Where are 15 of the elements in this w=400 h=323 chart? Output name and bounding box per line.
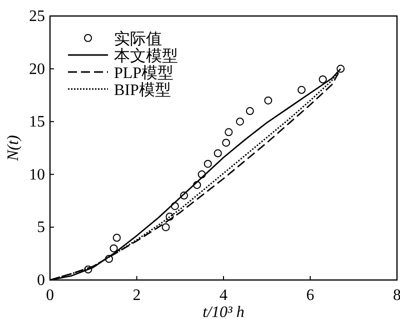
x-tick-label: 4 <box>220 287 228 304</box>
y-tick-label: 5 <box>37 219 45 236</box>
x-tick-label: 6 <box>306 287 314 304</box>
legend-label: 本文模型 <box>114 47 178 65</box>
y-tick-label: 15 <box>29 114 45 131</box>
y-tick-label: 10 <box>29 166 45 184</box>
x-axis-title: t/10³ h <box>202 304 244 321</box>
x-tick-label: 2 <box>132 287 141 304</box>
y-tick-label: 25 <box>29 8 45 25</box>
y-tick-label: 20 <box>29 60 45 78</box>
y-axis-title: N(t) <box>5 135 22 162</box>
legend-label: BIP模型 <box>114 81 171 99</box>
legend-label: 实际值 <box>114 30 162 48</box>
legend-label: PLP模型 <box>114 64 174 82</box>
y-tick-label: 0 <box>37 272 45 289</box>
